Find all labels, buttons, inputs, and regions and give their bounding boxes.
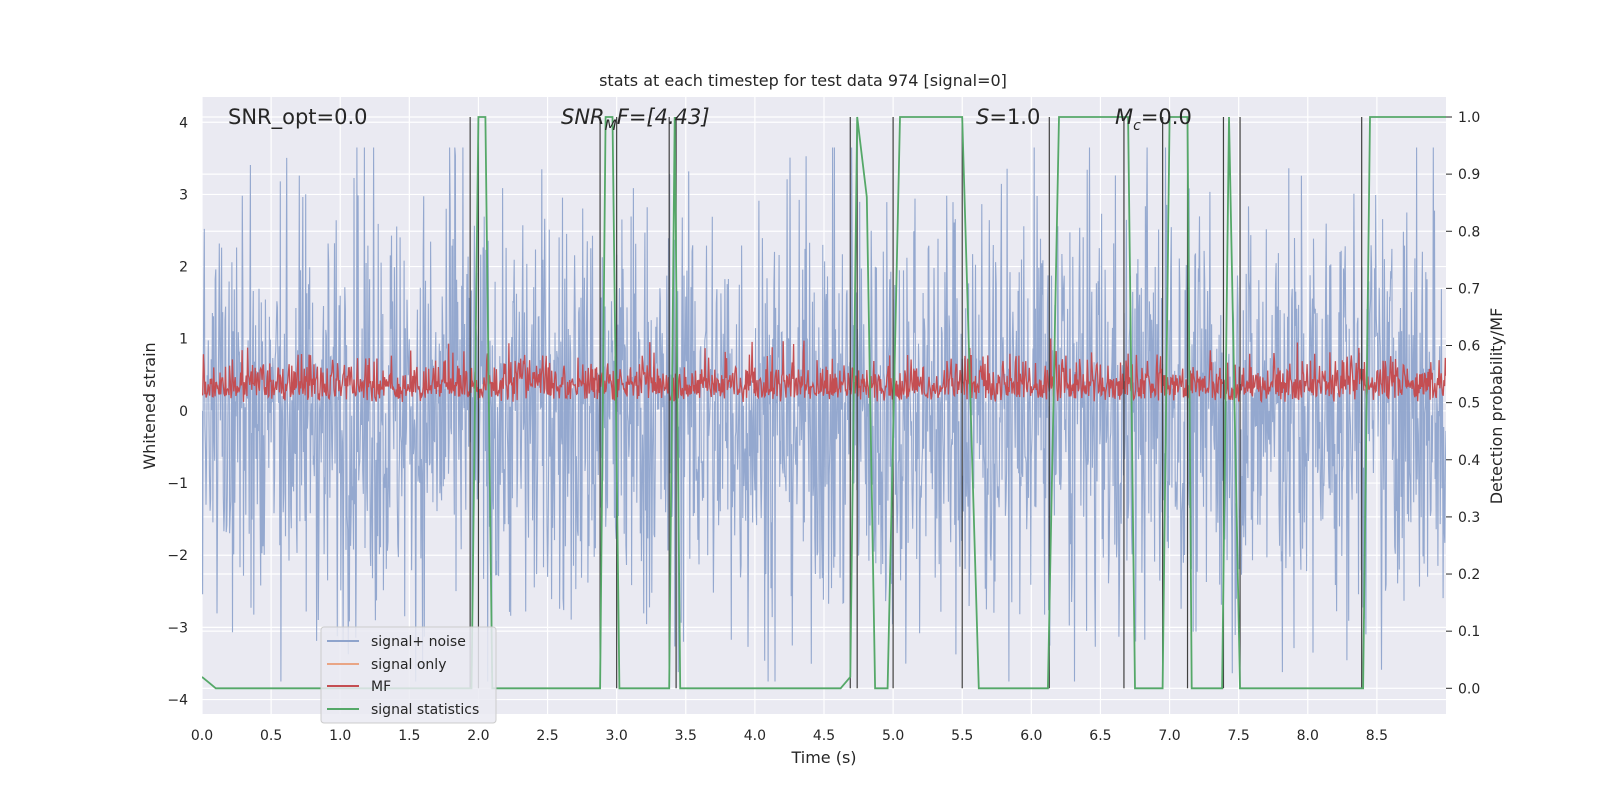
y2-tick-label: 0.7 (1458, 281, 1480, 297)
y2-tick-label: 0.2 (1458, 567, 1480, 583)
x-tick-label: 2.0 (467, 728, 489, 744)
annotations: SNR_opt=0.0 SNRMF=[4.43] S=1.0 Mc=0.0 (228, 105, 1192, 134)
annotation-snr-mf-tail: F=[4.43] (617, 105, 710, 129)
x-tick-label: 7.0 (1158, 728, 1180, 744)
y2-tick-label: 0.6 (1458, 339, 1480, 355)
legend-label-signal-noise: signal+ noise (371, 634, 466, 650)
annotation-mc-tail: =0.0 (1141, 105, 1192, 129)
x-tick-label: 0.5 (260, 728, 282, 744)
annotation-mc-sub: c (1133, 118, 1141, 134)
series-signal-noise (202, 147, 1446, 682)
x-tick-label: 6.0 (1020, 728, 1042, 744)
y-tick-label: 4 (179, 115, 188, 131)
series-line-mf (202, 338, 1446, 404)
y-tick-label: 2 (179, 260, 188, 276)
y-tick-label: −2 (167, 548, 188, 564)
y2-tick-label: 0.3 (1458, 510, 1480, 526)
y2-tick-label: 0.9 (1458, 167, 1480, 183)
x-tick-label: 8.0 (1297, 728, 1319, 744)
y-tick-label: 0 (179, 404, 188, 420)
chart-title: stats at each timestep for test data 974… (599, 71, 1007, 90)
y-tick-label: −4 (167, 693, 188, 709)
annotation-s: S=1.0 (976, 105, 1040, 129)
legend-box (320, 626, 497, 724)
series-line-signal-noise (202, 147, 1446, 682)
plot-area (201, 97, 1446, 714)
annotation-snr-opt: SNR_opt=0.0 (228, 105, 368, 130)
series-line-signal-statistics (202, 116, 1446, 690)
y2-axis-label: Detection probability/MF (1487, 308, 1506, 505)
x-tick-label: 5.0 (882, 728, 904, 744)
y-tick-label: 3 (179, 187, 188, 203)
series-mf (202, 338, 1446, 404)
x-tick-label: 5.5 (951, 728, 973, 744)
x-tick-label: 3.5 (675, 728, 697, 744)
x-tick-label: 0.0 (191, 728, 213, 744)
x-axis-label: Time (s) (790, 748, 856, 767)
series-signal-statistics (202, 116, 1446, 690)
x-tick-label: 2.5 (536, 728, 558, 744)
x-tick-label: 8.5 (1366, 728, 1388, 744)
x-tick-label: 1.5 (398, 728, 420, 744)
x-tick-label: 4.5 (813, 728, 835, 744)
y2-tick-label: 0.4 (1458, 453, 1480, 469)
y-axis-ticks: 4 3 2 1 0 −1 −2 −3 −4 (167, 115, 188, 708)
y2-axis-ticks: 1.0 0.9 0.8 0.7 0.6 0.5 0.4 0.3 0.2 0.1 0.0 (1446, 110, 1480, 697)
annotation-snr-mf-main: SNR (561, 105, 605, 129)
y-tick-label: 1 (179, 332, 188, 348)
x-tick-label: 6.5 (1089, 728, 1111, 744)
legend-item-signal-noise: signal+ noise (327, 634, 466, 650)
legend-item-signal-only: signal only (327, 657, 446, 673)
legend: signal+ noise signal only MF signal stat… (320, 626, 497, 724)
x-tick-label: 7.5 (1228, 728, 1250, 744)
x-tick-label: 3.0 (606, 728, 628, 744)
y2-tick-label: 1.0 (1458, 110, 1480, 126)
legend-label-mf: MF (371, 679, 391, 695)
legend-item-mf: MF (327, 679, 391, 695)
y-tick-label: −1 (167, 476, 188, 492)
legend-label-signal-only: signal only (371, 657, 446, 673)
x-axis-ticks: 0.0 0.5 1.0 1.5 2.0 2.5 3.0 3.5 4.0 4.5 5.0 5.5 6.0 6… (191, 728, 1388, 744)
annotation-s-main: S (976, 105, 989, 129)
legend-item-signal-statistics: signal statistics (327, 702, 479, 718)
legend-label-signal-statistics: signal statistics (371, 702, 479, 718)
y2-tick-label: 0.5 (1458, 396, 1480, 412)
y2-tick-label: 0.1 (1458, 624, 1480, 640)
annotation-mc-main: M (1115, 105, 1133, 129)
x-tick-label: 4.0 (744, 728, 766, 744)
y-tick-label: −3 (167, 620, 188, 636)
annotation-mc: Mc=0.0 (1115, 105, 1192, 134)
y-axis-label: Whitened strain (140, 342, 159, 469)
annotation-s-tail: =1.0 (989, 105, 1040, 129)
y2-tick-label: 0.0 (1458, 681, 1480, 697)
annotation-snr-mf-sub: M (605, 118, 617, 134)
x-tick-label: 1.0 (329, 728, 351, 744)
annotation-snr-mf: SNRMF=[4.43] (561, 105, 710, 134)
y2-tick-label: 0.8 (1458, 224, 1480, 240)
